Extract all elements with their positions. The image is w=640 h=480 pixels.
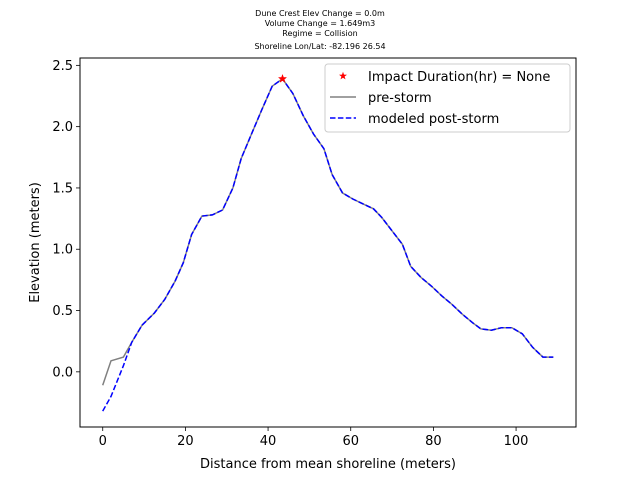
plot-series xyxy=(101,77,554,412)
y-axis-label: Elevation (meters) xyxy=(28,182,43,303)
x-axis-label: Distance from mean shoreline (meters) xyxy=(200,457,456,472)
impact-star-marker xyxy=(277,73,288,83)
plot-area-frame xyxy=(79,57,577,428)
chart-title-line-4: Shoreline Lon/Lat: -82.196 26.54 xyxy=(254,42,385,51)
x-tick-label: 60 xyxy=(342,434,359,449)
x-tick-label: 40 xyxy=(260,434,277,449)
legend-label-prestorm: pre-storm xyxy=(368,91,432,106)
y-tick-label: 0.0 xyxy=(52,365,73,380)
x-tick-label: 80 xyxy=(425,434,442,449)
chart-title-line-1: Dune Crest Elev Change = 0.0m xyxy=(255,9,385,18)
plot-markers xyxy=(277,73,288,83)
y-tick-label: 0.5 xyxy=(52,304,73,319)
legend-box xyxy=(324,63,571,133)
legend-star-icon xyxy=(339,71,347,80)
chart-title-line-3: Regime = Collision xyxy=(282,29,357,38)
y-axis-ticks: 0.0 0.5 1.0 1.5 2.0 2.5 xyxy=(52,59,80,380)
x-axis-ticks: 0 20 40 60 80 100 xyxy=(99,427,529,449)
series-line-poststorm xyxy=(102,77,554,412)
legend: Impact Duration(hr) = None pre-storm mod… xyxy=(324,63,571,133)
y-tick-label: 2.5 xyxy=(52,59,73,74)
x-tick-label: 0 xyxy=(99,434,107,449)
chart-title-line-2: Volume Change = 1.649m3 xyxy=(265,19,376,28)
legend-label-impact: Impact Duration(hr) = None xyxy=(368,70,550,85)
x-tick-label: 20 xyxy=(177,434,194,449)
y-tick-label: 1.0 xyxy=(52,243,73,258)
x-tick-label: 100 xyxy=(504,434,529,449)
y-tick-label: 1.5 xyxy=(52,181,73,196)
y-tick-label: 2.0 xyxy=(52,120,73,135)
legend-label-poststorm: modeled post-storm xyxy=(368,112,499,127)
